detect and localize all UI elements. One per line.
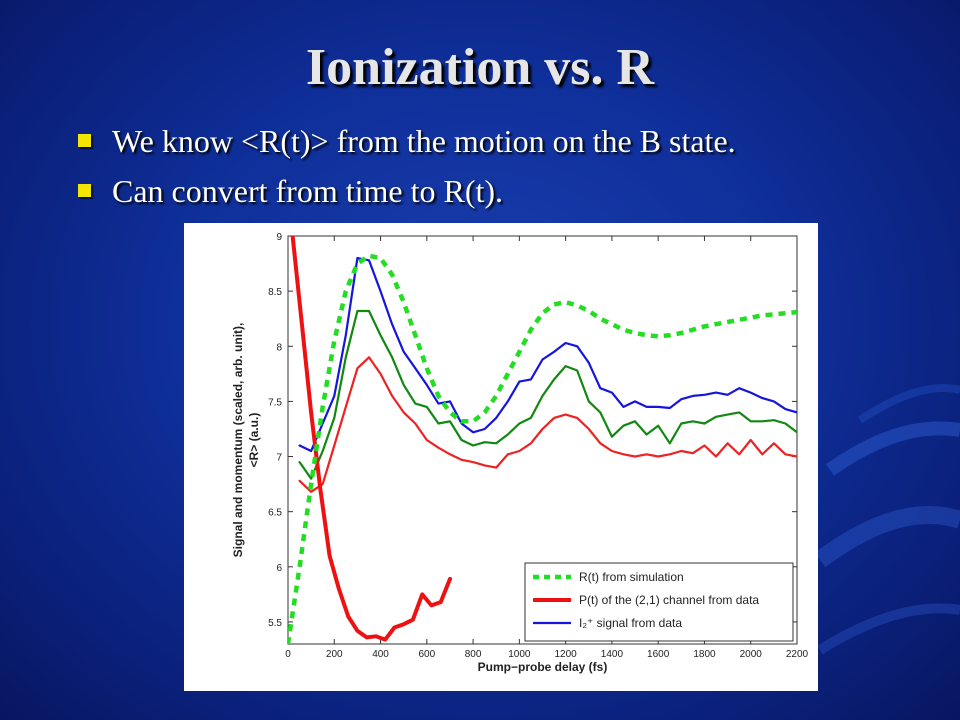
y-axis-label: <R> (a.u.)	[247, 413, 261, 468]
x-axis-label: Pump−probe delay (fs)	[478, 660, 608, 674]
x-tick-label: 2200	[786, 649, 809, 660]
y-tick-label: 8.5	[268, 287, 282, 298]
legend-entry-label: P(t) of the (2,1) channel from data	[579, 593, 759, 607]
bullet-item: We know <R(t)> from the motion on the B …	[78, 118, 736, 168]
x-tick-label: 800	[465, 649, 482, 660]
bullet-text: Can convert from time to R(t).	[112, 173, 504, 209]
series-line-i-signal-from-data	[298, 256, 797, 453]
x-tick-label: 2000	[740, 649, 763, 660]
chart-figure: 0 200 400 600 800 1000 1200 1400 1600 1800 2000 220…	[184, 223, 818, 691]
bullet-item: Can convert from time to R(t).	[78, 168, 736, 218]
y-tick-label: 6	[276, 563, 282, 574]
x-tick-label: 1800	[693, 649, 716, 660]
series-line-r-t-from-simulation	[288, 253, 797, 644]
x-tick-label: 1200	[555, 649, 578, 660]
bullet-text: We know <R(t)> from the motion on the B …	[112, 123, 736, 159]
x-tick-label: 1600	[647, 649, 670, 660]
x-tick-label: 1400	[601, 649, 624, 660]
y-tick-label: 5.5	[268, 618, 282, 629]
square-bullet-icon	[78, 184, 91, 197]
series-line-green-data-trace	[298, 309, 797, 480]
legend-entry-label: R(t) from simulation	[579, 570, 684, 584]
plot-frame	[287, 235, 798, 645]
y-tick-label: 8	[276, 342, 282, 353]
y-tick-label: 7	[276, 453, 282, 464]
legend-entry-label: I₂⁺ signal from data	[579, 616, 682, 630]
slide-title: Ionization vs. R	[305, 39, 655, 96]
y-tick-label: 6.5	[268, 508, 282, 519]
x-tick-label: 0	[285, 649, 291, 660]
y-axis-label: Signal and momentum (scaled, arb. unit),	[231, 323, 245, 558]
y-tick-label: 7.5	[268, 397, 282, 408]
x-tick-label: 400	[372, 649, 389, 660]
series-line-red-thin-data-trace	[298, 356, 797, 493]
square-bullet-icon	[78, 134, 91, 147]
x-tick-label: 1000	[508, 649, 531, 660]
x-tick-label: 600	[418, 649, 435, 660]
series-line-p-t-of-the-2-1-channel-from-data	[290, 236, 452, 642]
x-tick-label: 200	[326, 649, 343, 660]
line-chart: 0 200 400 600 800 1000 1200 1400 1600 1800 2000 220…	[231, 232, 809, 674]
y-tick-label: 9	[276, 232, 282, 243]
bullet-list: We know <R(t)> from the motion on the B …	[78, 118, 736, 218]
